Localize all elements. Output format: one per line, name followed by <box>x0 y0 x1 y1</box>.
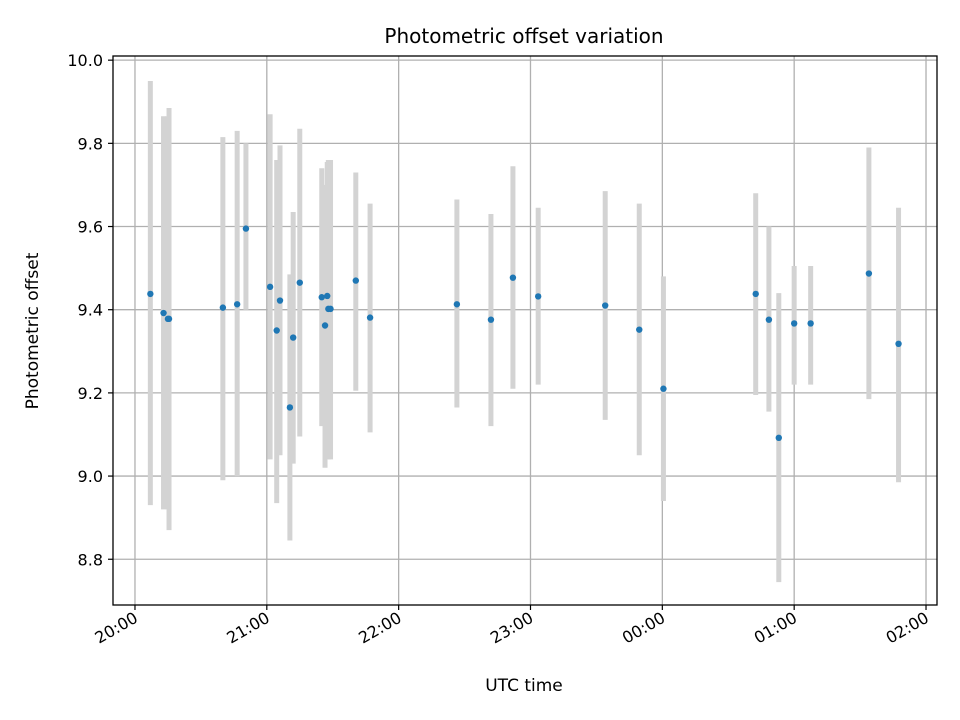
data-point <box>790 320 798 327</box>
x-axis-label: UTC time <box>485 676 563 696</box>
data-point <box>321 322 329 329</box>
data-point <box>660 385 667 392</box>
data-point <box>147 290 154 298</box>
data-point <box>318 294 325 301</box>
y-axis-label: Photometric offset <box>23 252 43 409</box>
data-point <box>233 301 241 308</box>
data-point <box>296 279 303 286</box>
data-point <box>324 292 331 300</box>
data-point <box>160 309 167 317</box>
data-point <box>289 334 297 341</box>
data-point <box>242 225 250 232</box>
y-tick-label: 10.0 <box>67 51 103 70</box>
y-tick-label: 9.8 <box>78 134 103 153</box>
data-point <box>752 290 759 298</box>
data-point <box>453 301 461 308</box>
data-point <box>352 277 360 284</box>
data-point <box>487 316 495 323</box>
chart-title: Photometric offset variation <box>384 24 663 48</box>
data-point <box>534 293 542 300</box>
data-point <box>765 316 773 323</box>
data-point <box>366 314 374 321</box>
y-tick-label: 9.2 <box>78 384 103 403</box>
y-tick-label: 8.8 <box>78 550 103 569</box>
data-point <box>273 327 280 334</box>
plot-area-frame <box>112 55 938 606</box>
data-point <box>865 270 873 277</box>
data-point <box>286 404 294 411</box>
data-point <box>807 320 814 327</box>
data-point <box>636 326 643 333</box>
data-point <box>266 283 274 291</box>
data-point <box>509 274 517 281</box>
y-tick-label: 9.4 <box>78 301 103 320</box>
y-axis-ticks: 8.8 9.0 9.2 9.4 9.6 9.8 10.0 <box>67 51 113 569</box>
data-point <box>219 304 227 311</box>
y-tick-label: 9.6 <box>78 218 103 237</box>
data-point <box>775 434 782 442</box>
data-point <box>602 302 609 309</box>
data-point <box>895 340 902 348</box>
data-point <box>165 315 173 323</box>
data-point <box>327 305 334 313</box>
y-tick-label: 9.0 <box>78 467 103 486</box>
data-point <box>276 297 284 304</box>
data-points <box>147 225 902 442</box>
